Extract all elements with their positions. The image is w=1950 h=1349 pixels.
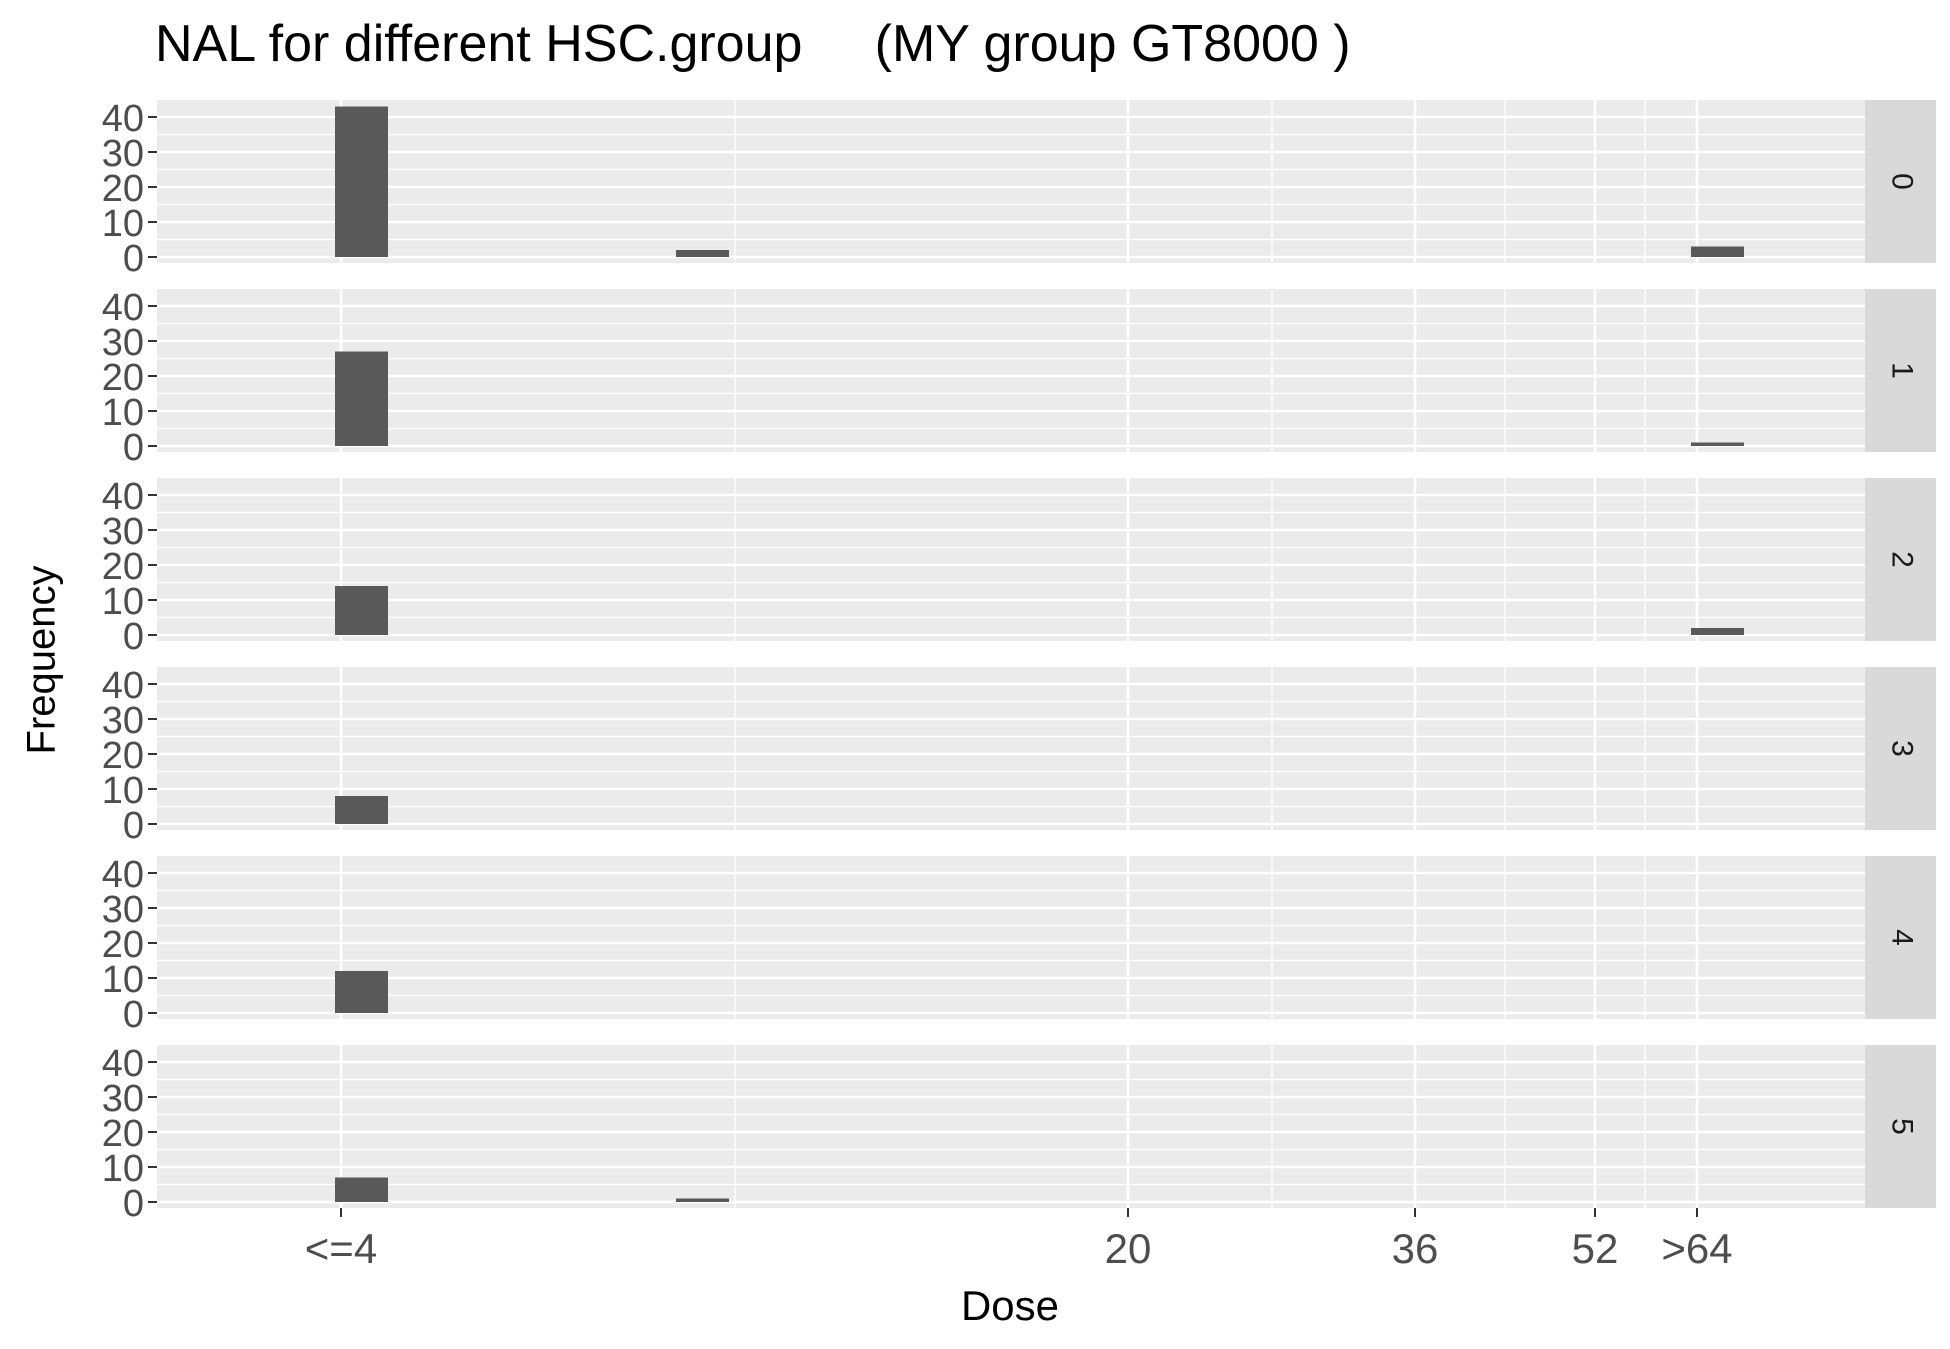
facet-strip-label: 0 <box>1886 173 1919 190</box>
histogram-bar <box>335 1177 388 1202</box>
y-tick-label: 40 <box>102 98 144 140</box>
y-tick-label: 20 <box>102 168 144 210</box>
y-tick-label: 10 <box>102 581 144 623</box>
y-tick-label: 20 <box>102 546 144 588</box>
histogram-bar <box>335 351 388 446</box>
y-tick-label: 10 <box>102 392 144 434</box>
y-tick-label: 40 <box>102 287 144 329</box>
histogram-bar <box>676 250 729 257</box>
facet-strip-label: 1 <box>1886 362 1919 379</box>
y-tick-label: 10 <box>102 203 144 245</box>
panel-background <box>157 856 1865 1019</box>
y-tick-label: 10 <box>102 770 144 812</box>
x-tick-label: 52 <box>1572 1225 1619 1272</box>
histogram-bar <box>335 796 388 824</box>
y-tick-label: 0 <box>123 238 144 280</box>
panel-background <box>157 100 1865 263</box>
y-tick-label: 40 <box>102 665 144 707</box>
y-tick-label: 10 <box>102 959 144 1001</box>
panel-background <box>157 289 1865 452</box>
y-tick-label: 40 <box>102 476 144 518</box>
y-tick-label: 0 <box>123 805 144 847</box>
y-tick-label: 30 <box>102 511 144 553</box>
panel-background <box>157 667 1865 830</box>
y-tick-label: 30 <box>102 1078 144 1120</box>
chart-title: NAL for different HSC.group (MY group GT… <box>155 15 1351 73</box>
histogram-bar <box>1691 246 1744 257</box>
facet-strip <box>1865 856 1936 1019</box>
x-axis-label: Dose <box>960 1282 1060 1329</box>
histogram-bar <box>1691 442 1744 446</box>
histogram-bar <box>335 106 388 257</box>
y-tick-label: 20 <box>102 357 144 399</box>
facet-strip-label: 3 <box>1886 740 1919 757</box>
y-tick-label: 20 <box>102 735 144 777</box>
y-tick-label: 0 <box>123 616 144 658</box>
panel-background <box>157 478 1865 641</box>
y-tick-label: 30 <box>102 889 144 931</box>
y-tick-label: 30 <box>102 133 144 175</box>
facet-strip <box>1865 289 1936 452</box>
y-tick-label: 10 <box>102 1148 144 1190</box>
facet-strip <box>1865 478 1936 641</box>
facet-strip-label: 2 <box>1886 551 1919 568</box>
facet-strip-label: 4 <box>1886 929 1919 946</box>
y-tick-label: 40 <box>102 854 144 896</box>
facet-strip-label: 5 <box>1886 1118 1919 1135</box>
y-tick-label: 0 <box>123 427 144 469</box>
histogram-bar <box>335 971 388 1013</box>
y-tick-label: 20 <box>102 1113 144 1155</box>
y-tick-label: 0 <box>123 1183 144 1225</box>
x-tick-label: 20 <box>1105 1225 1152 1272</box>
y-tick-label: 20 <box>102 924 144 966</box>
histogram-bar <box>1691 628 1744 635</box>
facet-strip <box>1865 100 1936 263</box>
y-tick-label: 0 <box>123 994 144 1036</box>
x-tick-label: 36 <box>1392 1225 1439 1272</box>
histogram-bar <box>676 1198 729 1202</box>
y-tick-label: 30 <box>102 322 144 364</box>
histogram-bar <box>335 586 388 635</box>
panel-background <box>157 1045 1865 1208</box>
y-tick-label: 40 <box>102 1043 144 1085</box>
x-tick-label: <=4 <box>305 1225 377 1272</box>
facet-strip <box>1865 1045 1936 1208</box>
y-tick-label: 30 <box>102 700 144 742</box>
facet-strip <box>1865 667 1936 830</box>
x-tick-label: >64 <box>1661 1225 1732 1272</box>
y-axis-label: Frequency <box>19 565 64 755</box>
